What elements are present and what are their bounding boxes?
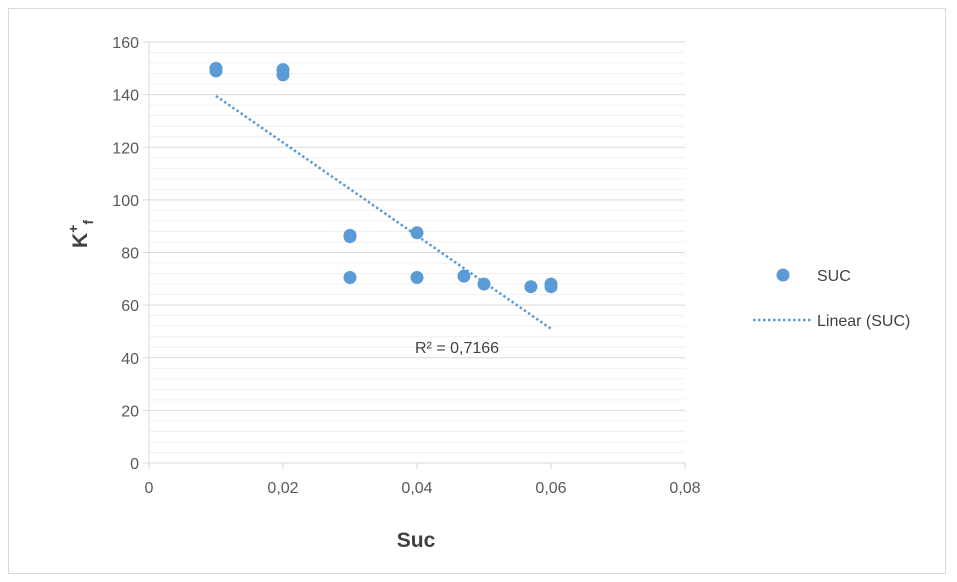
r-squared-label: R² = 0,7166	[415, 340, 499, 357]
y-tick-labels: 0 20 40 60 80 100 120 140 160	[112, 35, 149, 473]
y-tick-label: 20	[121, 403, 139, 420]
data-point	[457, 269, 471, 283]
data-point	[343, 230, 357, 244]
trendline-layer	[215, 94, 552, 330]
data-point	[544, 280, 558, 294]
data-point	[410, 270, 424, 284]
gridlines	[149, 41, 685, 453]
x-axis-title: Suc	[397, 529, 436, 552]
y-tick-label: 80	[121, 246, 139, 263]
y-tick-label: 0	[130, 456, 139, 473]
x-tick-labels: 0 0,02 0,04 0,06 0,08	[145, 463, 701, 497]
data-point	[209, 64, 223, 78]
legend: SUC Linear (SUC)	[753, 268, 910, 330]
data-point	[524, 280, 538, 294]
chart-frame: 0 20 40 60 80 100 120 140 160 0 0,02 0,04 0,06 0,08 …	[8, 8, 946, 574]
data-point	[343, 270, 357, 284]
data-point	[276, 68, 290, 82]
data-points	[209, 61, 558, 294]
trendline	[215, 94, 552, 330]
y-axis-title-sub: f	[80, 220, 96, 225]
y-axis-title-sup: +	[65, 225, 81, 233]
x-tick-label: 0	[145, 480, 154, 497]
x-tick-label: 0,06	[535, 480, 566, 497]
svg-text:K+f: K+f	[65, 220, 96, 248]
y-tick-label: 40	[121, 351, 139, 368]
legend-label-suc: SUC	[817, 268, 851, 285]
legend-label-trendline: Linear (SUC)	[817, 313, 910, 330]
y-axis-title: K+f	[65, 220, 96, 248]
legend-marker-suc	[776, 268, 790, 282]
y-tick-label: 120	[112, 140, 139, 157]
y-tick-label: 60	[121, 298, 139, 315]
x-tick-label: 0,04	[401, 480, 432, 497]
data-point	[410, 226, 424, 240]
y-axis-title-base: K	[69, 233, 92, 248]
y-tick-label: 160	[112, 35, 139, 52]
data-point	[477, 277, 491, 291]
y-tick-label: 100	[112, 193, 139, 210]
y-tick-label: 140	[112, 88, 139, 105]
x-tick-label: 0,08	[669, 480, 700, 497]
x-tick-label: 0,02	[267, 480, 298, 497]
